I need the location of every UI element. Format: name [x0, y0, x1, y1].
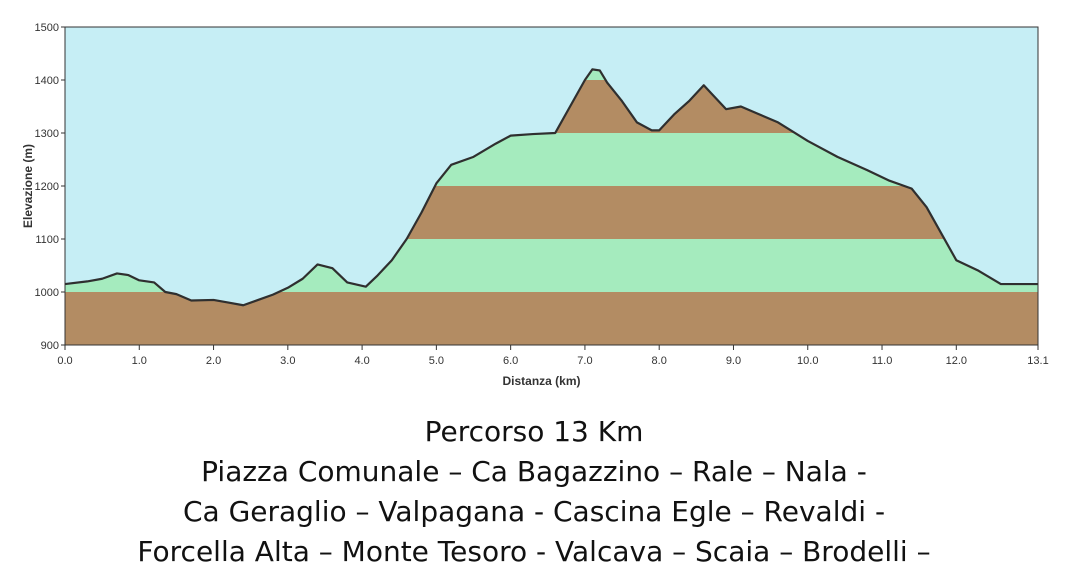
elevation-profile-chart: 900 1000 1100 1200 1300 1400 1500 0.0 1.0 2.0 3.0… [21, 22, 1049, 388]
y-tick-label: 1200 [35, 181, 59, 193]
x-tick-label: 5.0 [429, 355, 444, 367]
y-axis-title: Elevazione (m) [21, 144, 35, 228]
x-tick-label: 10.0 [797, 355, 818, 367]
y-tick-label: 1000 [35, 287, 59, 299]
profile-outline-group [64, 68, 1038, 307]
x-tick-label: 13.1 [1027, 355, 1048, 367]
x-axis-title: Distanza (km) [502, 374, 580, 388]
x-tick-label: 11.0 [872, 355, 893, 367]
x-tick-label: 6.0 [503, 355, 518, 367]
x-tick-label: 12.0 [946, 355, 967, 367]
route-waypoints-line-1: Piazza Comunale – Ca Bagazzino – Rale – … [201, 455, 867, 488]
y-axis: 900 1000 1100 1200 1300 1400 1500 [35, 22, 65, 352]
y-tick-label: 1500 [35, 22, 59, 34]
x-tick-label: 0.0 [57, 355, 72, 367]
x-axis: 0.0 1.0 2.0 3.0 4.0 5.0 6.0 7.0 8.0 9.0 10.0 11.0 12… [57, 345, 1049, 367]
x-tick-label: 3.0 [280, 355, 295, 367]
x-tick-label: 9.0 [726, 355, 741, 367]
route-waypoints-line-3: Forcella Alta – Monte Tesoro - Valcava –… [137, 535, 931, 568]
route-waypoints-line-2: Ca Geraglio – Valpagana - Cascina Egle –… [182, 495, 886, 528]
y-tick-label: 1400 [35, 75, 59, 87]
x-tick-label: 8.0 [652, 355, 667, 367]
elevation-profile-line [64, 68, 1038, 307]
x-tick-label: 7.0 [577, 355, 592, 367]
x-tick-label: 2.0 [206, 355, 221, 367]
route-distance: Percorso 13 Km [424, 415, 644, 448]
x-tick-label: 4.0 [354, 355, 369, 367]
y-tick-label: 900 [41, 340, 59, 352]
x-tick-label: 1.0 [132, 355, 147, 367]
route-caption: Percorso 13 Km Piazza Comunale – Ca Baga… [0, 412, 1068, 572]
y-tick-label: 1100 [35, 234, 59, 246]
y-tick-label: 1300 [35, 128, 59, 140]
